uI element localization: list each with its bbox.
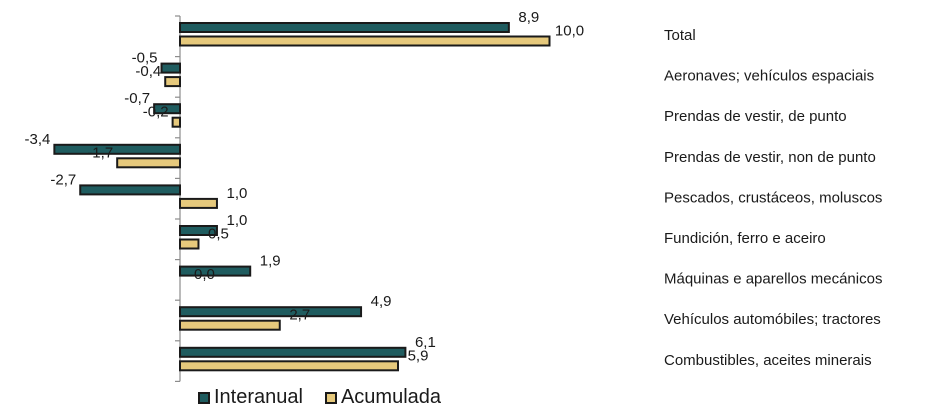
bar-interanual — [179, 346, 407, 358]
bar-acumulada — [164, 76, 182, 88]
category-label: Pescados, crustáceos, moluscos — [664, 189, 882, 206]
category-label: Fundición, ferro e aceiro — [664, 230, 826, 247]
bar-acumulada — [171, 116, 182, 128]
data-label-interanual: -2,7 — [50, 171, 76, 188]
bar-interanual — [179, 265, 252, 277]
legend-swatch-interanual — [198, 391, 210, 404]
data-label-acumulada: -1,7 — [87, 144, 113, 161]
category-label: Vehículos automóbiles; tractores — [664, 311, 881, 328]
legend-label-interanual: Interanual — [214, 386, 303, 408]
bar-acumulada — [179, 238, 200, 250]
data-label-acumulada: 0,0 — [194, 266, 215, 283]
data-label-acumulada: 2,7 — [289, 307, 310, 324]
legend-swatch-acumulada — [324, 391, 337, 404]
data-label-acumulada: -0,4 — [135, 63, 161, 80]
data-label-interanual: 6,1 — [415, 334, 436, 351]
data-label-interanual: 4,9 — [371, 293, 392, 310]
bar-acumulada — [179, 319, 281, 331]
bar-interanual — [179, 22, 510, 33]
category-label: Prendas de vestir, de punto — [664, 108, 847, 125]
data-label-interanual: -0,5 — [132, 50, 158, 67]
bar-acumulada — [116, 157, 181, 169]
category-label: Prendas de vestir, non de punto — [664, 149, 876, 166]
legend-label-acumulada: Acumulada — [340, 386, 442, 408]
legend: Interanual Acumulada — [198, 386, 463, 409]
bar-interanual — [179, 225, 218, 236]
bar-interanual — [53, 143, 181, 155]
data-label-acumulada: 1,0 — [227, 185, 248, 202]
category-label: Aeronaves; vehículos espaciais — [664, 68, 874, 85]
data-label-interanual: -0,7 — [124, 90, 150, 107]
category-label: Máquinas e aparellos mecánicos — [664, 271, 882, 288]
bar-acumulada — [179, 197, 218, 209]
bar-interanual — [179, 306, 363, 318]
category-label: Total — [664, 27, 696, 44]
data-label-interanual: 8,9 — [518, 9, 539, 26]
data-label-interanual: -3,4 — [25, 131, 51, 148]
bar-acumulada — [179, 360, 400, 372]
bar-interanual — [160, 62, 181, 74]
data-label-interanual: 1,0 — [227, 212, 248, 229]
bar-interanual — [79, 184, 181, 196]
legend-item-acumulada: Acumulada — [324, 386, 442, 409]
legend-item-interanual: Interanual — [198, 386, 303, 409]
data-label-acumulada: 0,5 — [208, 226, 229, 243]
data-label-acumulada: 5,9 — [408, 347, 429, 364]
data-label-acumulada: 10,0 — [555, 23, 584, 40]
bar-acumulada — [179, 35, 551, 47]
data-label-acumulada: -0,2 — [143, 104, 169, 121]
category-label: Combustibles, aceites minerais — [664, 352, 872, 369]
bar-interanual — [153, 103, 181, 115]
data-label-interanual: 1,9 — [260, 253, 281, 270]
